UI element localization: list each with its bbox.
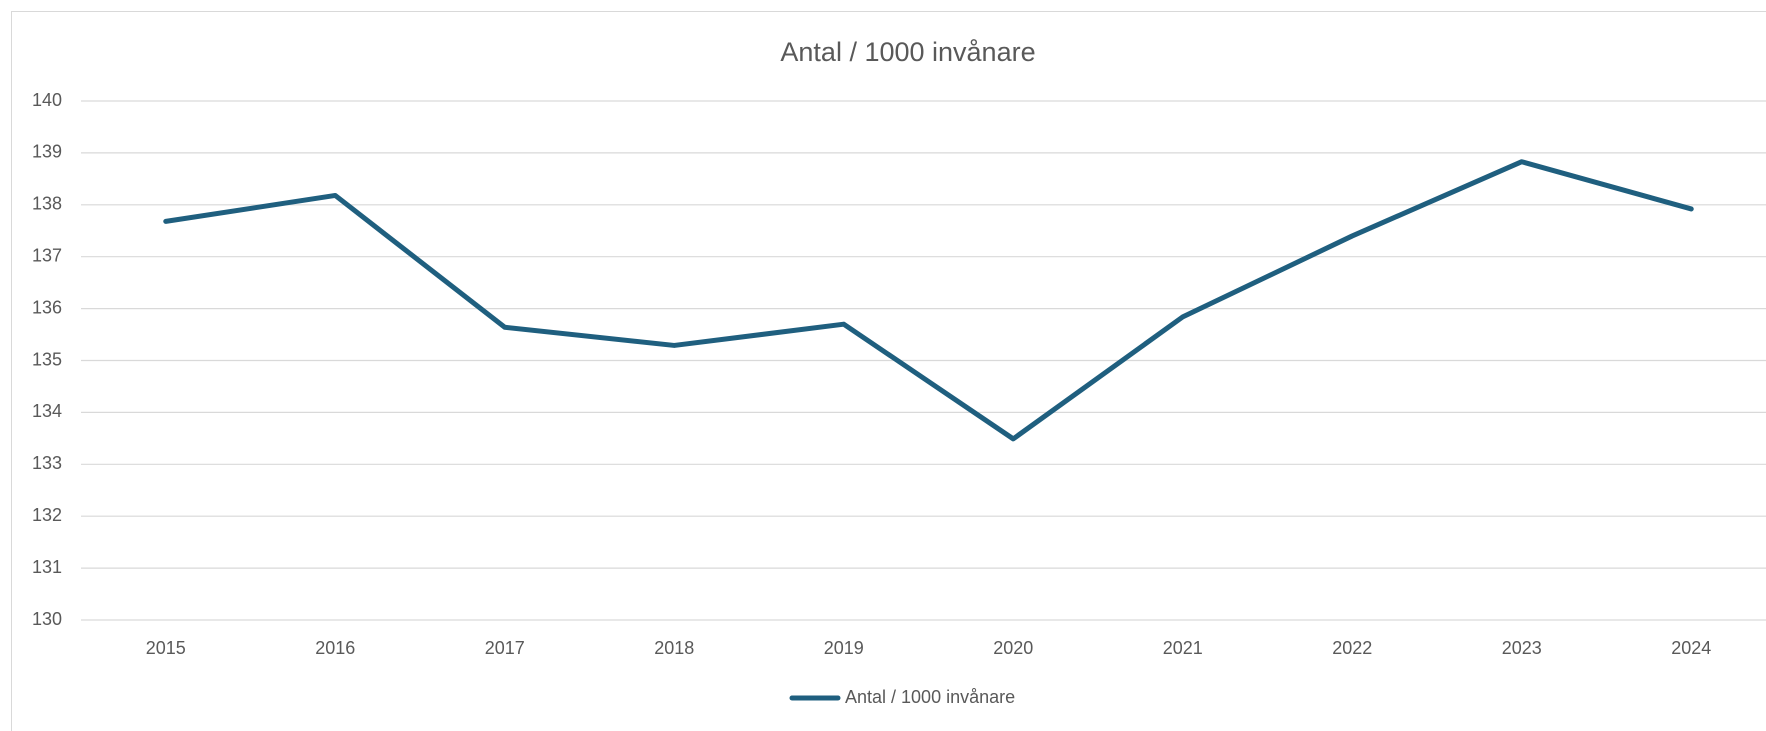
x-tick-label: 2022 bbox=[1332, 638, 1372, 658]
y-tick-label: 132 bbox=[32, 505, 62, 525]
x-tick-label: 2023 bbox=[1502, 638, 1542, 658]
x-tick-label: 2020 bbox=[993, 638, 1033, 658]
y-tick-label: 137 bbox=[32, 245, 62, 265]
y-tick-label: 138 bbox=[32, 194, 62, 214]
x-tick-label: 2021 bbox=[1163, 638, 1203, 658]
legend-label: Antal / 1000 invånare bbox=[845, 687, 1015, 707]
x-tick-label: 2016 bbox=[315, 638, 355, 658]
x-tick-label: 2018 bbox=[654, 638, 694, 658]
y-tick-label: 133 bbox=[32, 453, 62, 473]
line-series bbox=[163, 159, 1694, 442]
x-tick-label: 2019 bbox=[824, 638, 864, 658]
y-tick-label: 131 bbox=[32, 557, 62, 577]
y-tick-label: 136 bbox=[32, 297, 62, 317]
y-tick-label: 135 bbox=[32, 349, 62, 369]
x-tick-label: 2024 bbox=[1671, 638, 1711, 658]
y-tick-label: 140 bbox=[32, 90, 62, 110]
y-tick-label: 130 bbox=[32, 609, 62, 629]
x-tick-label: 2017 bbox=[485, 638, 525, 658]
x-tick-label: 2015 bbox=[146, 638, 186, 658]
chart-frame bbox=[11, 11, 1766, 731]
y-tick-label: 139 bbox=[32, 142, 62, 162]
chart-title: Antal / 1000 invånare bbox=[780, 37, 1035, 67]
y-tick-label: 134 bbox=[32, 401, 62, 421]
